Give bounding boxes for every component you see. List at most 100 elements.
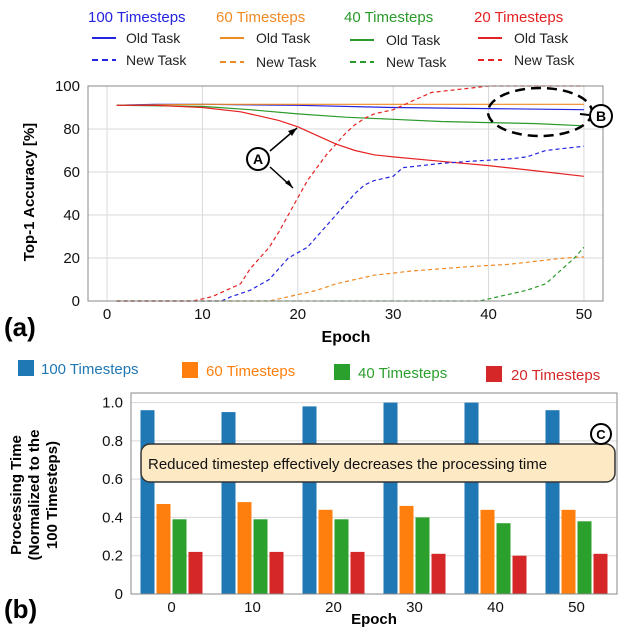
legend-label-60-old: Old Task: [256, 30, 311, 46]
bar-60-timesteps-epoch-0: [156, 504, 171, 594]
series-line-40-timesteps-old-task: [116, 104, 584, 127]
series-line-60-timesteps-new-task: [116, 256, 584, 302]
x-tick-label-a: 10: [194, 306, 211, 323]
x-tick-label-b: 50: [568, 599, 585, 616]
panel-a: 100 Timesteps Old Task New Task 60 Times…: [4, 9, 613, 346]
plot-frame-a: [87, 85, 604, 302]
x-tick-label-a: 0: [103, 306, 111, 323]
x-tick-label-a: 40: [480, 306, 497, 323]
annotation-a-arrowhead-down: [285, 180, 293, 188]
y-axis-label-b-line3: 100 Timesteps): [44, 441, 61, 549]
bar-60-timesteps-epoch-10: [237, 502, 252, 594]
legend-b: 100 Timesteps 60 Timesteps 40 Timesteps …: [18, 360, 600, 384]
annotation-b-circle: [589, 104, 613, 128]
y-tick-label-b: 0.8: [102, 433, 123, 450]
series-line-20-timesteps-old-task: [116, 104, 584, 177]
legend-group-40: 40 Timesteps: [344, 9, 433, 26]
bar-60-timesteps-epoch-40: [480, 509, 495, 594]
legend-label-bar-100: 100 Timesteps: [41, 361, 139, 378]
legend-label-bar-60: 60 Timesteps: [206, 363, 295, 380]
x-axis-label-b: Epoch: [351, 611, 397, 628]
legend-swatch-bar-40: [334, 364, 350, 380]
ticks-b: 0 0.2 0.4 0.6 0.8 1.0 0 10 20 30 40 50: [102, 395, 585, 616]
legend-group-60: 60 Timesteps: [216, 9, 305, 26]
series-line-60-timesteps-old-task: [116, 103, 584, 106]
y-tick-label-b: 0.6: [102, 471, 123, 488]
panel-label-b: (b): [4, 594, 37, 624]
annotation-c-circle: [590, 423, 612, 445]
bar-20-timesteps-epoch-0: [188, 551, 203, 594]
bar-40-timesteps-epoch-10: [253, 519, 268, 594]
bar-40-timesteps-epoch-50: [577, 521, 592, 594]
y-tick-label-a: 0: [72, 293, 80, 310]
legend-label-100-old: Old Task: [126, 30, 181, 46]
plot-frame-b: [130, 392, 618, 595]
legend-a: 100 Timesteps Old Task New Task 60 Times…: [88, 9, 575, 70]
legend-label-bar-20: 20 Timesteps: [511, 367, 600, 384]
legend-label-20-new: New Task: [514, 52, 575, 68]
bar-40-timesteps-epoch-30: [415, 517, 430, 594]
bar-100-timesteps-epoch-10: [221, 412, 236, 594]
annotation-b-label: B: [596, 108, 606, 124]
bar-40-timesteps-epoch-20: [334, 519, 349, 594]
x-axis-label-a: Epoch: [322, 329, 371, 346]
y-tick-label-b: 0: [115, 586, 123, 603]
legend-swatch-bar-60: [182, 362, 198, 378]
bar-20-timesteps-epoch-50: [593, 553, 608, 594]
x-tick-label-a: 50: [576, 306, 593, 323]
series-line-100-timesteps-new-task: [116, 145, 584, 302]
y-tick-label-a: 60: [63, 164, 80, 181]
bar-60-timesteps-epoch-20: [318, 509, 333, 594]
bar-40-timesteps-epoch-40: [496, 523, 511, 594]
series-line-40-timesteps-new-task: [116, 246, 585, 302]
bar-60-timesteps-epoch-30: [399, 505, 414, 594]
bar-40-timesteps-epoch-0: [172, 519, 187, 594]
y-tick-label-b: 1.0: [102, 395, 123, 412]
grid-a: [88, 85, 603, 302]
bar-100-timesteps-epoch-0: [140, 410, 155, 594]
y-axis-label-b-line1: Processing Time: [8, 435, 25, 555]
y-axis-label-b: Processing Time (Normalized to the 100 T…: [8, 430, 61, 561]
legend-label-60-new: New Task: [256, 54, 317, 70]
x-tick-label-a: 20: [289, 306, 306, 323]
legend-swatch-bar-20: [486, 366, 502, 382]
legend-label-20-old: Old Task: [514, 30, 569, 46]
legend-label-100-new: New Task: [126, 52, 187, 68]
y-tick-label-a: 80: [63, 121, 80, 138]
legend-label-40-old: Old Task: [386, 32, 441, 48]
callout-c-box: [140, 443, 616, 483]
legend-group-20: 20 Timesteps: [474, 9, 563, 26]
annotation-b-connector: [579, 113, 590, 116]
panel-b: 100 Timesteps 60 Timesteps 40 Timesteps …: [4, 360, 618, 628]
x-tick-label-b: 10: [244, 599, 261, 616]
series-a: [116, 85, 585, 302]
callout-c-text: Reduced timestep effectively decreases t…: [148, 456, 547, 473]
y-tick-label-a: 40: [63, 207, 80, 224]
legend-swatch-bar-100: [18, 360, 34, 376]
annotation-c-label: C: [596, 427, 606, 442]
ticks-a: 0 20 40 60 80 100 0 10 20 30 40 50: [55, 78, 592, 323]
y-tick-label-b: 0.4: [102, 509, 123, 526]
x-tick-label-a: 30: [385, 306, 402, 323]
x-tick-label-b: 20: [325, 599, 342, 616]
annotation-a-circle: [246, 147, 270, 171]
panel-label-a: (a): [4, 312, 36, 342]
bar-100-timesteps-epoch-30: [383, 402, 398, 594]
y-tick-label-b: 0.2: [102, 548, 123, 565]
series-line-20-timesteps-new-task: [116, 85, 584, 302]
bar-100-timesteps-epoch-50: [545, 410, 560, 594]
y-tick-label-a: 100: [55, 78, 80, 95]
bar-20-timesteps-epoch-10: [269, 551, 284, 594]
bars-b: [140, 402, 608, 594]
x-tick-label-b: 0: [167, 599, 175, 616]
bar-100-timesteps-epoch-20: [302, 406, 317, 594]
bar-60-timesteps-epoch-50: [561, 509, 576, 594]
annotation-a-arrowhead-up: [288, 128, 297, 136]
y-tick-label-a: 20: [63, 250, 80, 267]
bar-100-timesteps-epoch-40: [464, 402, 479, 594]
x-tick-label-b: 30: [406, 599, 423, 616]
bar-20-timesteps-epoch-40: [512, 555, 527, 594]
y-axis-label-b-line2: (Normalized to the: [26, 430, 43, 561]
legend-group-100: 100 Timesteps: [88, 9, 186, 26]
